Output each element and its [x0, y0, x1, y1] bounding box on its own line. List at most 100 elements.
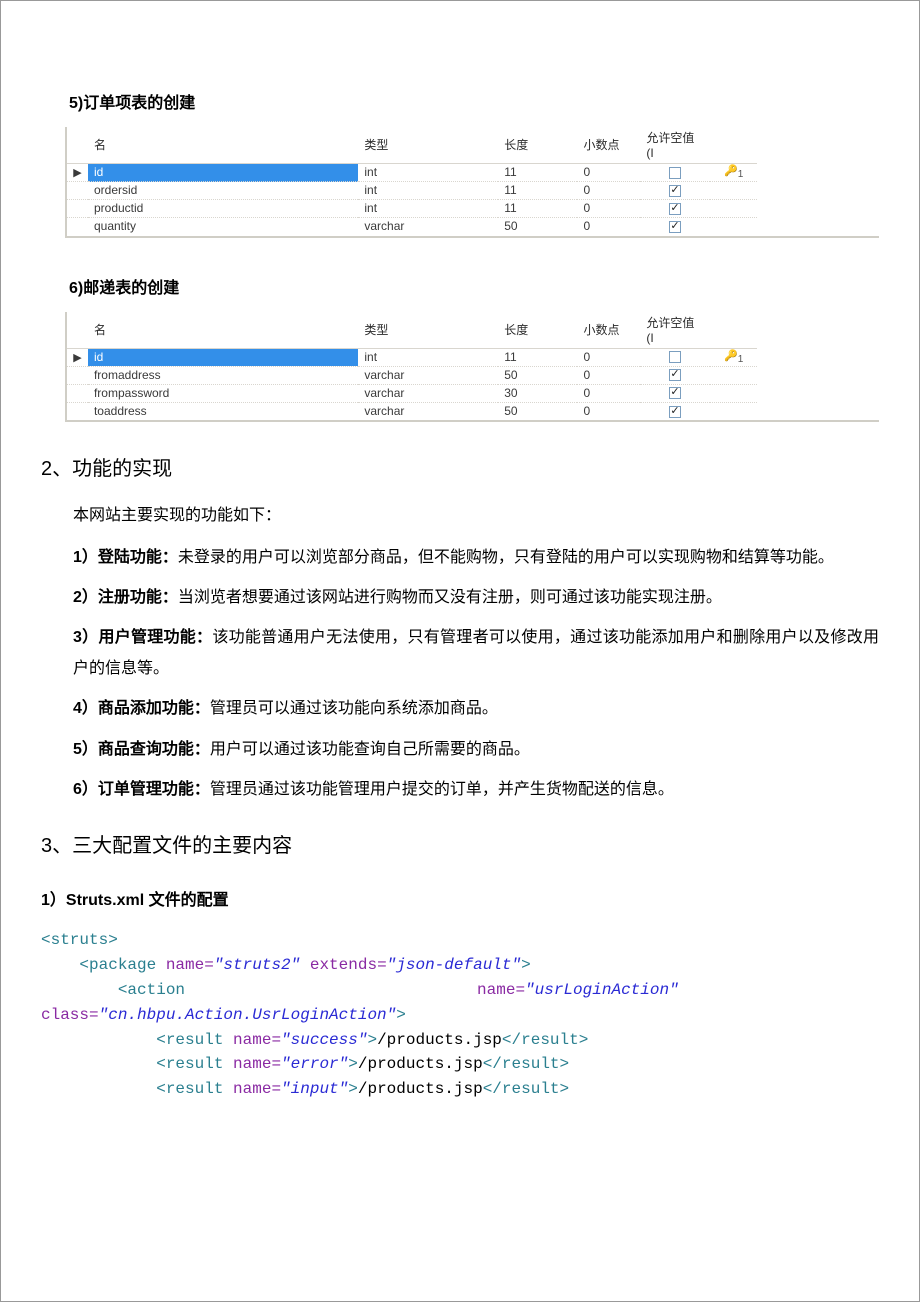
th-name: 名 [88, 312, 358, 349]
th-name: 名 [88, 127, 358, 164]
feature-item: 4）商品添加功能：管理员可以通过该功能向系统添加商品。 [73, 694, 879, 724]
cell-type: varchar [358, 218, 498, 236]
table-row: ▶idint110🔑1 [67, 348, 757, 366]
row-indicator: ▶ [67, 164, 88, 182]
cell-decimals: 0 [577, 366, 640, 384]
db-table-5-wrap: 名 类型 长度 小数点 允许空值 (I ▶idint110🔑1ordersidi… [65, 127, 879, 238]
feature-number: 1） [73, 549, 98, 566]
row-indicator [67, 218, 88, 236]
cell-length: 11 [498, 182, 577, 200]
heading-section-6: 6)邮递表的创建 [69, 274, 879, 298]
th-null: 允许空值 (I [640, 312, 710, 349]
feature-title: 注册功能： [98, 589, 178, 606]
feature-title: 商品查询功能： [98, 741, 210, 758]
cell-key [710, 384, 757, 402]
cell-decimals: 0 [577, 384, 640, 402]
cell-allow-null [640, 218, 710, 236]
cell-key [710, 200, 757, 218]
cell-key: 🔑1 [710, 348, 757, 366]
table-row: productidint110 [67, 200, 757, 218]
cell-key [710, 218, 757, 236]
checkbox-icon [669, 369, 681, 381]
cell-name: quantity [88, 218, 358, 236]
feature-item: 1）登陆功能：未登录的用户可以浏览部分商品，但不能购物，只有登陆的用户可以实现购… [73, 543, 879, 573]
checkbox-icon [669, 203, 681, 215]
feature-title: 登陆功能： [98, 549, 178, 566]
intro-text: 本网站主要实现的功能如下： [73, 503, 879, 529]
row-indicator [67, 384, 88, 402]
feature-body: 用户可以通过该功能查询自己所需要的商品。 [210, 741, 530, 758]
th-decimals: 小数点 [577, 312, 640, 349]
table-header-row: 名 类型 长度 小数点 允许空值 (I [67, 127, 757, 164]
cell-decimals: 0 [577, 182, 640, 200]
th-type: 类型 [358, 127, 498, 164]
cell-type: varchar [358, 384, 498, 402]
cell-type: int [358, 200, 498, 218]
checkbox-icon [669, 185, 681, 197]
cell-name: productid [88, 200, 358, 218]
cell-type: int [358, 182, 498, 200]
cell-key [710, 402, 757, 420]
cell-length: 11 [498, 164, 577, 182]
cell-length: 50 [498, 402, 577, 420]
code-block-struts: <struts> <package name="struts2" extends… [41, 928, 879, 1102]
heading-section-5: 5)订单项表的创建 [69, 89, 879, 113]
db-table-5-body: ▶idint110🔑1ordersidint110productidint110… [67, 164, 757, 236]
feature-item: 5）商品查询功能：用户可以通过该功能查询自己所需要的商品。 [73, 735, 879, 765]
feature-number: 6） [73, 781, 98, 798]
table-row: quantityvarchar500 [67, 218, 757, 236]
feature-item: 3）用户管理功能：该功能普通用户无法使用，只有管理者可以使用，通过该功能添加用户… [73, 623, 879, 684]
feature-item: 2）注册功能：当浏览者想要通过该网站进行购物而又没有注册，则可通过该功能实现注册… [73, 583, 879, 613]
feature-body: 管理员可以通过该功能向系统添加商品。 [210, 700, 498, 717]
feature-number: 2） [73, 589, 98, 606]
cell-type: int [358, 164, 498, 182]
heading-config: 3、三大配置文件的主要内容 [41, 829, 879, 858]
th-length: 长度 [498, 127, 577, 164]
cell-name: fromaddress [88, 366, 358, 384]
row-indicator: ▶ [67, 348, 88, 366]
feature-body: 未登录的用户可以浏览部分商品，但不能购物，只有登陆的用户可以实现购物和结算等功能… [178, 549, 834, 566]
table-header-row: 名 类型 长度 小数点 允许空值 (I [67, 312, 757, 349]
row-indicator [67, 366, 88, 384]
features-list: 1）登陆功能：未登录的用户可以浏览部分商品，但不能购物，只有登陆的用户可以实现购… [41, 543, 879, 806]
feature-title: 商品添加功能： [98, 700, 210, 717]
heading-functions: 2、功能的实现 [41, 452, 879, 481]
cell-key [710, 366, 757, 384]
cell-name: toaddress [88, 402, 358, 420]
feature-number: 3） [73, 629, 98, 646]
th-type: 类型 [358, 312, 498, 349]
cell-allow-null [640, 182, 710, 200]
cell-decimals: 0 [577, 348, 640, 366]
cell-allow-null [640, 200, 710, 218]
feature-body: 当浏览者想要通过该网站进行购物而又没有注册，则可通过该功能实现注册。 [178, 589, 722, 606]
checkbox-icon [669, 221, 681, 233]
document-page: 5)订单项表的创建 名 类型 长度 小数点 允许空值 (I ▶idint110🔑… [0, 0, 920, 1302]
row-indicator [67, 182, 88, 200]
th-length: 长度 [498, 312, 577, 349]
cell-allow-null [640, 164, 710, 182]
cell-decimals: 0 [577, 200, 640, 218]
cell-allow-null [640, 402, 710, 420]
th-decimals: 小数点 [577, 127, 640, 164]
cell-length: 11 [498, 200, 577, 218]
feature-item: 6）订单管理功能：管理员通过该功能管理用户提交的订单，并产生货物配送的信息。 [73, 775, 879, 805]
feature-body: 管理员通过该功能管理用户提交的订单，并产生货物配送的信息。 [210, 781, 674, 798]
checkbox-icon [669, 406, 681, 418]
cell-decimals: 0 [577, 218, 640, 236]
cell-decimals: 0 [577, 164, 640, 182]
cell-key [710, 182, 757, 200]
cell-allow-null [640, 348, 710, 366]
db-table-6: 名 类型 长度 小数点 允许空值 (I ▶idint110🔑1fromaddre… [67, 312, 757, 421]
checkbox-icon [669, 351, 681, 363]
table-row: frompasswordvarchar300 [67, 384, 757, 402]
feature-number: 4） [73, 700, 98, 717]
feature-title: 用户管理功能： [98, 629, 212, 646]
cell-allow-null [640, 366, 710, 384]
table-row: ▶idint110🔑1 [67, 164, 757, 182]
cell-length: 50 [498, 366, 577, 384]
table-row: ordersidint110 [67, 182, 757, 200]
feature-number: 5） [73, 741, 98, 758]
cell-length: 11 [498, 348, 577, 366]
checkbox-icon [669, 387, 681, 399]
row-indicator [67, 402, 88, 420]
